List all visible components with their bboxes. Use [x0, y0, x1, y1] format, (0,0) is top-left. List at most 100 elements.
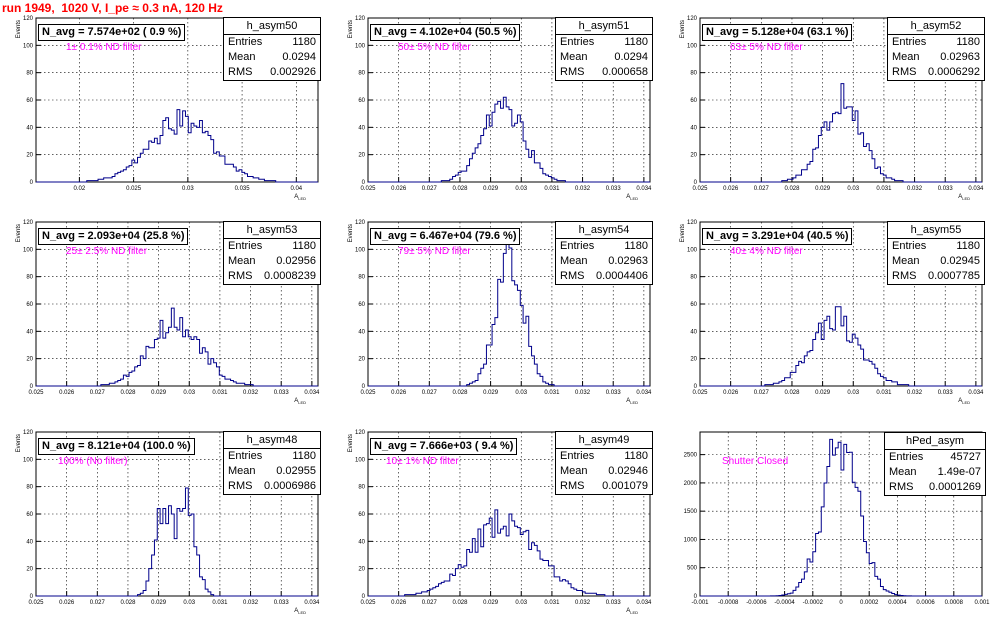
x-tick-label: 0.025: [360, 186, 376, 192]
stats-box: h_asym51 Entries 1180 Mean 0.0294 RMS 0.000658: [555, 17, 653, 81]
x-axis-title: ALED: [294, 194, 306, 201]
stats-rms-label: RMS: [560, 480, 585, 492]
y-tick-label: 100: [687, 43, 698, 49]
x-tick-label: 0.031: [876, 186, 892, 192]
x-tick-label: 0.03: [183, 600, 195, 606]
y-tick-label: 0: [694, 180, 698, 186]
y-tick-label: 120: [355, 16, 366, 22]
y-tick-label: 120: [23, 220, 34, 226]
x-tick-label: 0.028: [452, 186, 468, 192]
y-tick-label: 0: [694, 384, 698, 390]
x-tick-label: 0.032: [907, 390, 923, 396]
x-tick-label: 0.028: [784, 186, 800, 192]
stats-name: h_asym51: [556, 18, 652, 35]
stats-mean-value: 0.02946: [608, 465, 648, 477]
x-tick-label: 0.028: [452, 600, 468, 606]
navg-label: N_avg = 7.666e+03 ( 9.4 %): [370, 438, 518, 455]
stats-entries-value: 1180: [292, 450, 316, 462]
stats-entries-label: Entries: [560, 240, 595, 252]
y-tick-label: 120: [355, 220, 366, 226]
x-tick-label: 0: [839, 600, 843, 606]
stats-entries-value: 45727: [950, 451, 981, 463]
y-tick-label: 100: [23, 457, 34, 463]
x-tick-label: 0.031: [876, 390, 892, 396]
x-tick-label: 0.03: [515, 600, 527, 606]
stats-entries-value: 1180: [956, 240, 980, 252]
stats-mean-value: 0.0294: [614, 51, 648, 63]
stats-rms-label: RMS: [892, 270, 917, 282]
stats-mean-label: Mean: [560, 465, 588, 477]
y-tick-label: 40: [358, 539, 365, 545]
x-axis-title: ALED: [626, 608, 638, 615]
navg-label: N_avg = 2.093e+04 (25.8 %): [38, 228, 189, 245]
x-tick-label: 0.03: [515, 390, 527, 396]
x-tick-label: 0.027: [422, 600, 438, 606]
y-axis-title: Events: [348, 434, 354, 452]
stats-entries-value: 1180: [624, 450, 648, 462]
stats-name: hPed_asym: [885, 433, 985, 450]
stats-mean-value: 0.02955: [276, 465, 316, 477]
histogram-line: [36, 109, 318, 183]
navg-label: N_avg = 8.121e+04 (100.0 %): [38, 438, 195, 455]
x-tick-label: 0.025: [692, 390, 708, 396]
x-tick-label: 0.031: [544, 600, 560, 606]
x-axis-title-sub: LED: [630, 196, 638, 201]
filter-note: 25± 2.5% ND filter: [66, 246, 148, 257]
y-tick-label: 80: [690, 275, 697, 281]
y-tick-label: 80: [358, 485, 365, 491]
x-tick-label: 0.025: [360, 390, 376, 396]
y-tick-label: 20: [690, 153, 697, 159]
histogram-plot: 0.025 0.026 0.027 0.028 0.029 0.03 0.031 0.032 0…: [16, 430, 320, 615]
stats-box: h_asym53 Entries 1180 Mean 0.02956 RMS 0.00082…: [223, 221, 321, 285]
y-tick-label: 60: [690, 98, 697, 104]
x-tick-label: 0.032: [243, 390, 259, 396]
histogram-line: [368, 509, 650, 597]
x-tick-label: 0.025: [28, 390, 44, 396]
x-tick-label: 0.03: [182, 186, 194, 192]
x-tick-label: 0.027: [754, 390, 770, 396]
stats-name: h_asym55: [888, 222, 984, 239]
y-axis-title: Events: [348, 20, 354, 38]
filter-note: 79± 5% ND filter: [398, 246, 471, 257]
x-tick-label: 0.028: [784, 390, 800, 396]
x-axis-title: ALED: [958, 194, 970, 201]
x-tick-label: 0.026: [59, 600, 75, 606]
x-tick-label: 0.033: [606, 186, 622, 192]
x-tick-label: 0.026: [723, 186, 739, 192]
x-tick-label: 0.0006: [916, 600, 935, 606]
stats-rms-value: 0.0008239: [264, 270, 316, 282]
stats-mean-value: 0.02963: [608, 255, 648, 267]
y-tick-label: 0: [362, 180, 366, 186]
stats-box: h_asym54 Entries 1180 Mean 0.02963 RMS 0.00044…: [555, 221, 653, 285]
x-tick-label: 0.026: [391, 600, 407, 606]
stats-rms-label: RMS: [889, 481, 914, 493]
y-tick-label: 20: [26, 153, 33, 159]
y-tick-label: 20: [26, 567, 33, 573]
x-tick-label: 0.031: [212, 390, 228, 396]
x-tick-label: 0.026: [723, 390, 739, 396]
stats-entries-label: Entries: [228, 450, 263, 462]
y-tick-label: 2500: [684, 453, 698, 459]
y-tick-label: 1000: [684, 537, 698, 543]
stats-box: hPed_asym Entries 45727 Mean 1.49e-07 RMS 0.00…: [884, 432, 986, 496]
histogram-panel-h-asym54: 0.025 0.026 0.027 0.028 0.029 0.03 0.031 0.032 0…: [332, 220, 664, 406]
stats-name: h_asym48: [224, 432, 320, 449]
x-tick-label: 0.033: [274, 390, 290, 396]
histogram-plot: 0.02 0.025 0.03 0.035 0.04 0 20 40 60 80 100 120Eve…: [16, 16, 319, 201]
x-tick-label: -0.0006: [746, 600, 767, 606]
y-tick-label: 0: [30, 180, 34, 186]
x-tick-label: 0.026: [391, 186, 407, 192]
x-tick-label: 0.029: [151, 390, 167, 396]
x-tick-label: 0.0008: [945, 600, 964, 606]
x-tick-label: -0.0004: [774, 600, 795, 606]
y-tick-label: 0: [362, 594, 366, 600]
x-tick-label: 0.03: [847, 390, 859, 396]
y-tick-label: 100: [23, 247, 34, 253]
filter-note: 40± 4% ND filter: [730, 246, 803, 257]
x-tick-label: 0.028: [452, 390, 468, 396]
y-tick-label: 1500: [684, 509, 698, 515]
y-tick-label: 2000: [684, 481, 698, 487]
navg-label: N_avg = 7.574e+02 ( 0.9 %): [38, 24, 186, 41]
y-tick-label: 60: [26, 302, 33, 308]
histogram-panel-h-asym55: 0.025 0.026 0.027 0.028 0.029 0.03 0.031 0.032 0…: [664, 220, 996, 406]
